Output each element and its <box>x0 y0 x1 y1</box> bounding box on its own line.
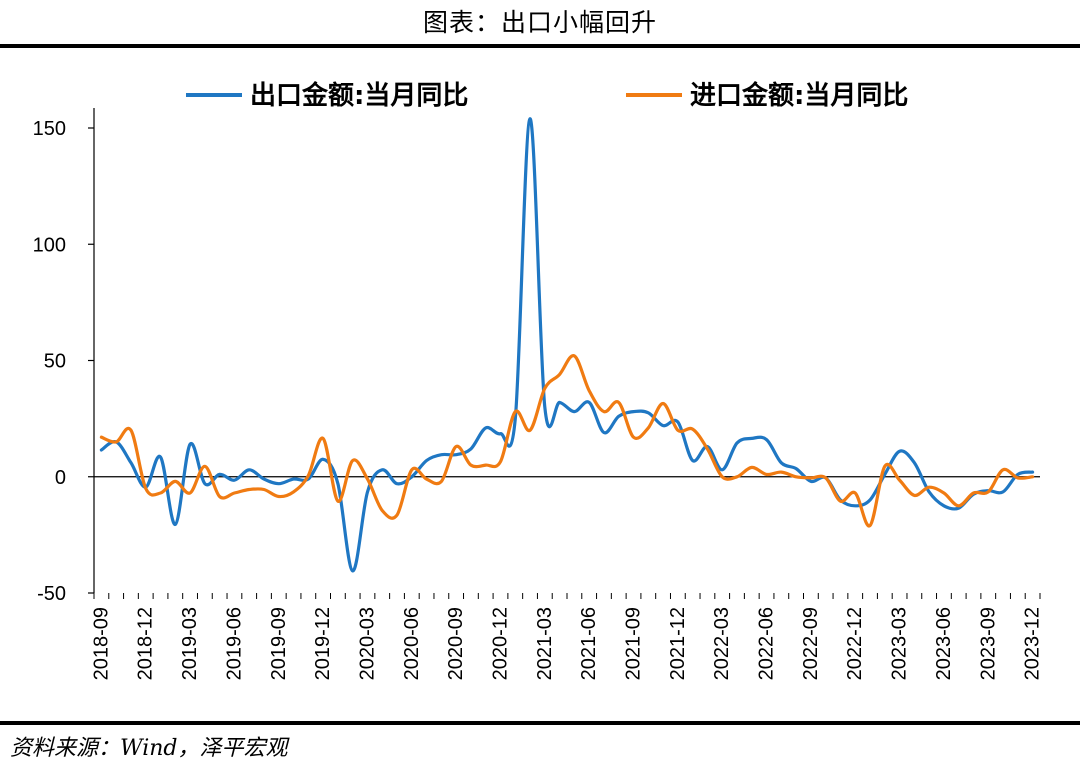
chart: 出口金额:当月同比 进口金额:当月同比 -50 0 50 100 150 2018-09 20… <box>33 80 1044 680</box>
x-tick-label: 2023-12 <box>1022 607 1044 680</box>
bottom-rule <box>0 721 1080 725</box>
top-rule <box>0 44 1080 48</box>
x-tick-label: 2018-12 <box>135 607 157 680</box>
x-tick-label: 2023-06 <box>933 607 955 680</box>
y-tick-label: 50 <box>44 351 66 373</box>
series-line-1 <box>99 117 1035 573</box>
x-tick-label: 2018-09 <box>90 607 112 680</box>
legend-label-2: 进口金额:当月同比 <box>690 80 908 111</box>
x-tick-label: 2021-06 <box>578 607 600 680</box>
x-tick-label: 2021-09 <box>623 607 645 680</box>
x-tick-label: 2021-03 <box>534 607 556 680</box>
x-tick-label: 2020-12 <box>489 607 511 680</box>
x-tick-label: 2023-03 <box>889 607 911 680</box>
series-layer <box>99 117 1035 573</box>
y-tick-label: 150 <box>33 118 66 140</box>
y-tick-label: 100 <box>33 234 66 256</box>
x-tick-label: 2019-03 <box>179 607 201 680</box>
x-tick-label: 2020-03 <box>356 607 378 680</box>
y-tick-label: 0 <box>55 467 66 489</box>
x-tick-label: 2022-06 <box>756 607 778 680</box>
source-note: 资料来源：Wind，泽平宏观 <box>10 736 288 761</box>
y-tick-label: -50 <box>37 583 66 605</box>
x-tick-label: 2019-09 <box>268 607 290 680</box>
legend: 出口金额:当月同比 进口金额:当月同比 <box>186 80 908 111</box>
legend-label-1: 出口金额:当月同比 <box>250 80 468 111</box>
x-tick-label: 2020-06 <box>401 607 423 680</box>
x-tick-label: 2022-03 <box>711 607 733 680</box>
x-tick-label: 2023-09 <box>977 607 999 680</box>
x-tick-label: 2022-12 <box>844 607 866 680</box>
chart-title: 图表：出口小幅回升 <box>422 8 657 37</box>
x-tick-label: 2021-12 <box>667 607 689 680</box>
x-tick-label: 2020-09 <box>445 607 467 680</box>
x-tick-label: 2022-09 <box>800 607 822 680</box>
series-line-2 <box>99 354 1035 528</box>
x-tick-label: 2019-06 <box>223 607 245 680</box>
x-tick-label: 2019-12 <box>312 607 334 680</box>
axes: -50 0 50 100 150 2018-09 2018-12 2019-03 2019-06… <box>33 108 1044 680</box>
